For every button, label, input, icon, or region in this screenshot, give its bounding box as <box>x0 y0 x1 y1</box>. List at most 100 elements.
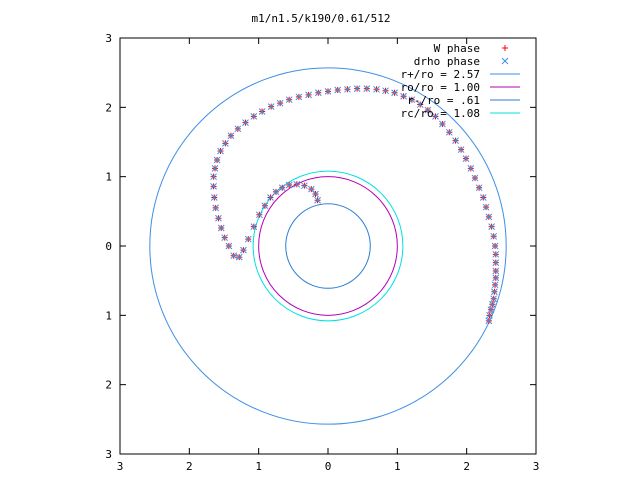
drho-phase-point <box>267 103 275 110</box>
circle-5 <box>252 170 404 322</box>
drho-phase-point <box>445 128 453 136</box>
legend-label: r-/ro = .61 <box>407 94 480 107</box>
x-tick-label: 3 <box>117 460 124 473</box>
drho-phase-point <box>314 89 322 97</box>
drho-phase-point <box>486 311 493 319</box>
drho-phase-point <box>217 147 224 155</box>
data-markers <box>210 85 500 325</box>
y-tick-label: 3 <box>105 448 112 461</box>
drho-phase-point <box>491 281 499 289</box>
drho-phase-point <box>211 164 219 172</box>
legend-marker <box>502 45 508 51</box>
drho-phase-point <box>488 223 495 230</box>
drho-phase-point <box>240 246 247 254</box>
drho-phase-point <box>244 235 252 243</box>
drho-phase-point <box>230 252 238 260</box>
x-tick-label: 1 <box>255 460 262 473</box>
drho-phase-point <box>492 259 500 266</box>
drho-phase-point <box>363 85 371 92</box>
drho-phase-point <box>492 274 500 282</box>
drho-phase-point <box>462 155 470 162</box>
drho-phase-point <box>278 184 286 192</box>
drho-phase-point <box>416 101 424 108</box>
y-tick-label: 1 <box>105 309 112 322</box>
reference-circles <box>149 67 507 425</box>
drho-phase-point <box>485 317 493 325</box>
drho-phase-point <box>475 184 483 192</box>
drho-phase-point <box>301 182 308 190</box>
drho-phase-point <box>267 194 274 201</box>
drho-phase-point <box>285 181 293 189</box>
drho-phase-point <box>312 190 319 198</box>
drho-phase-point <box>492 250 500 258</box>
drho-phase-point <box>293 180 301 188</box>
drho-phase-point <box>353 85 361 92</box>
x-tick-label: 0 <box>325 460 332 473</box>
drho-phase-point <box>295 93 303 101</box>
drho-phase-point <box>373 85 380 93</box>
drho-phase-point <box>210 194 218 201</box>
drho-phase-point <box>492 267 500 275</box>
y-tick-label: 3 <box>105 32 112 45</box>
drho-phase-point <box>222 140 229 147</box>
drho-phase-point <box>424 106 432 114</box>
drho-phase-point <box>285 96 293 104</box>
y-tick-label: 0 <box>105 240 112 253</box>
drho-phase-point <box>432 112 439 120</box>
x-tick-label: 2 <box>186 460 193 473</box>
drho-phase-point <box>490 232 498 240</box>
drho-phase-point <box>479 194 487 201</box>
drho-phase-point <box>250 112 258 120</box>
drho-phase-point <box>258 108 266 115</box>
drho-phase-point <box>213 156 221 164</box>
drho-phase-point <box>225 242 233 250</box>
drho-phase-point <box>485 213 493 221</box>
drho-phase-point <box>324 88 332 95</box>
y-tick-label: 1 <box>105 171 112 184</box>
y-tick-label: 2 <box>105 101 112 114</box>
x-tick-label: 2 <box>463 460 470 473</box>
legend-marker <box>501 57 509 65</box>
drho-phase-point <box>382 87 389 95</box>
drho-phase-point <box>467 164 475 172</box>
legend-label: r+/ro = 2.57 <box>401 68 480 81</box>
drho-phase-point <box>305 91 312 99</box>
legend-label: rc/ro = 1.08 <box>401 107 480 120</box>
legend-label: ro/ro = 1.00 <box>401 81 480 94</box>
circle-4 <box>285 203 371 289</box>
drho-phase-point <box>210 173 217 181</box>
drho-phase-point <box>491 288 498 296</box>
drho-phase-point <box>227 132 235 140</box>
drho-phase-point <box>487 306 495 314</box>
drho-phase-point <box>210 183 217 190</box>
drho-phase-point <box>471 174 479 182</box>
drho-phase-point <box>250 223 258 230</box>
drho-phase-point <box>334 86 342 94</box>
drho-phase-point <box>212 204 220 212</box>
x-tick-label: 3 <box>533 460 540 473</box>
drho-phase-point <box>276 99 284 107</box>
drho-phase-point <box>221 234 229 242</box>
drho-phase-point <box>256 211 263 219</box>
drho-phase-point <box>242 119 249 126</box>
drho-phase-point <box>314 196 321 204</box>
drho-phase-point <box>482 203 490 211</box>
drho-phase-point <box>408 96 416 104</box>
drho-phase-point <box>261 202 269 210</box>
drho-phase-point <box>215 214 222 222</box>
drho-phase-point <box>439 120 446 128</box>
drho-phase-point <box>400 92 407 100</box>
circle-2 <box>149 67 507 425</box>
circle-3 <box>258 176 398 316</box>
drho-phase-point <box>490 295 498 303</box>
drho-phase-point <box>457 146 465 153</box>
drho-phase-point <box>217 224 225 232</box>
x-tick-label: 1 <box>394 460 401 473</box>
chart-title: m1/n1.5/k190/0.61/512 <box>251 12 390 25</box>
drho-phase-point <box>272 188 280 196</box>
drho-phase-point <box>391 89 398 97</box>
drho-phase-point <box>235 253 243 261</box>
